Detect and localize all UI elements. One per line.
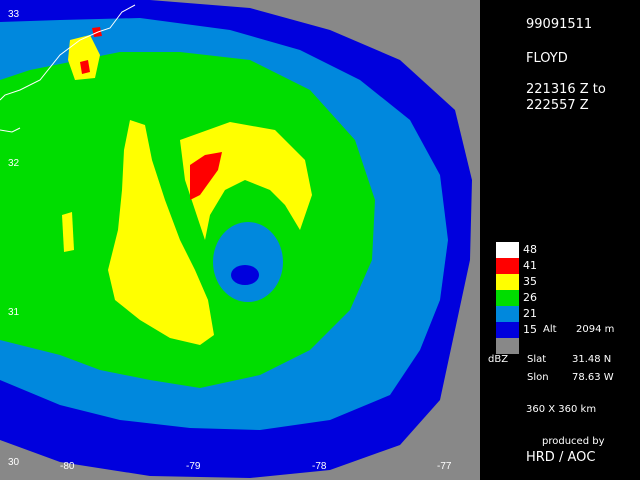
info-panel: 99091511 FLOYD 221316 Z to 222557 Z 48 4… (480, 0, 640, 480)
lon-tick-label: -77 (437, 461, 452, 472)
reflectivity-41-cell-north (80, 60, 90, 74)
legend-value: 35 (523, 275, 537, 288)
legend-swatch (496, 306, 519, 322)
coastline (0, 4, 136, 101)
units-label: dBZ (488, 354, 509, 365)
lat-tick-label: 31 (8, 307, 20, 318)
reflectivity-26-region (0, 52, 375, 388)
legend-value: 21 (523, 307, 537, 320)
hurricane-eye (213, 222, 283, 302)
legend-swatch (496, 322, 519, 338)
slat-label: Slat (527, 354, 547, 365)
reflectivity-35-cell (62, 212, 74, 252)
legend-swatch (496, 274, 519, 290)
lon-tick-label: -78 (312, 461, 327, 472)
legend-swatch (496, 242, 519, 258)
radar-reflectivity-map: 33 32 31 30 -80 -79 -78 -77 (0, 0, 480, 480)
lon-tick-label: -80 (60, 461, 75, 472)
legend-value: 15 (523, 323, 537, 336)
slon-label: Slon (527, 372, 549, 383)
slat-value: 31.48 N (572, 354, 612, 365)
domain-size: 360 X 360 km (526, 404, 597, 415)
reflectivity-41-core (190, 152, 222, 200)
legend-swatch-no-data (496, 338, 519, 354)
coastline-inland (0, 127, 21, 133)
flight-date: 99091511 (526, 17, 593, 32)
altitude-label: Alt (543, 324, 557, 335)
reflectivity-35-rainband (108, 120, 214, 345)
producer-name: HRD / AOC (526, 450, 596, 465)
slon-value: 78.63 W (572, 372, 614, 383)
produced-by-label: produced by (542, 436, 605, 447)
legend-value: 41 (523, 259, 537, 272)
legend-value: 26 (523, 291, 537, 304)
legend-swatch (496, 258, 519, 274)
lat-tick-label: 33 (8, 9, 20, 20)
lon-tick-label: -79 (186, 461, 201, 472)
legend-swatch (496, 290, 519, 306)
time-range-start: 221316 Z to (526, 82, 606, 97)
lat-tick-label: 32 (8, 158, 20, 169)
storm-name: FLOYD (526, 51, 568, 66)
legend-value: 48 (523, 243, 537, 256)
reflectivity-35-cell-north (68, 35, 100, 80)
lat-tick-label: 30 (8, 457, 20, 468)
reflectivity-35-eyewall (180, 122, 312, 240)
hurricane-eye-center (231, 265, 259, 285)
altitude-value: 2094 m (576, 324, 615, 335)
time-range-end: 222557 Z (526, 98, 589, 113)
